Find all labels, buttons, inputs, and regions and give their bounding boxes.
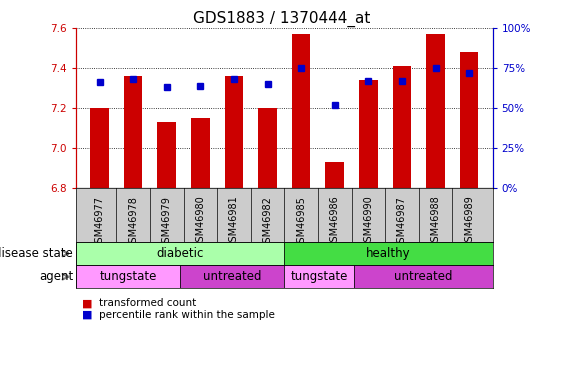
Bar <box>359 80 378 188</box>
Text: transformed count: transformed count <box>99 298 196 308</box>
Bar <box>225 76 243 188</box>
Text: GDS1883 / 1370444_at: GDS1883 / 1370444_at <box>193 11 370 27</box>
Text: GSM46977: GSM46977 <box>95 196 105 249</box>
Bar <box>90 108 109 188</box>
Text: ■: ■ <box>82 310 92 320</box>
Bar <box>284 242 493 265</box>
Bar <box>392 66 411 188</box>
Text: GSM46989: GSM46989 <box>464 196 474 248</box>
Bar <box>284 265 354 288</box>
Text: GSM46979: GSM46979 <box>162 196 172 249</box>
Bar <box>325 162 344 188</box>
Text: GSM46978: GSM46978 <box>128 196 138 249</box>
Bar <box>426 34 445 188</box>
Text: GSM46982: GSM46982 <box>262 196 272 249</box>
Bar <box>460 52 479 188</box>
Text: tungstate: tungstate <box>100 270 157 283</box>
Text: GSM46981: GSM46981 <box>229 196 239 248</box>
Bar <box>258 108 277 188</box>
Bar <box>76 265 180 288</box>
Bar <box>158 122 176 188</box>
Text: GSM46980: GSM46980 <box>195 196 205 248</box>
Bar <box>354 265 493 288</box>
Text: untreated: untreated <box>394 270 453 283</box>
Text: disease state: disease state <box>0 247 73 260</box>
Text: agent: agent <box>39 270 73 283</box>
Bar <box>76 242 284 265</box>
Text: diabetic: diabetic <box>157 247 204 260</box>
Text: GSM46990: GSM46990 <box>363 196 373 248</box>
Text: ■: ■ <box>82 298 92 308</box>
Text: GSM46985: GSM46985 <box>296 196 306 249</box>
Text: healthy: healthy <box>366 247 411 260</box>
Text: GSM46988: GSM46988 <box>431 196 440 248</box>
Text: untreated: untreated <box>203 270 261 283</box>
Bar <box>124 76 142 188</box>
Bar <box>292 34 310 188</box>
Bar <box>191 118 209 188</box>
Bar <box>180 265 284 288</box>
Text: percentile rank within the sample: percentile rank within the sample <box>99 310 274 320</box>
Text: tungstate: tungstate <box>291 270 348 283</box>
Text: GSM46987: GSM46987 <box>397 196 407 249</box>
Text: GSM46986: GSM46986 <box>330 196 339 248</box>
